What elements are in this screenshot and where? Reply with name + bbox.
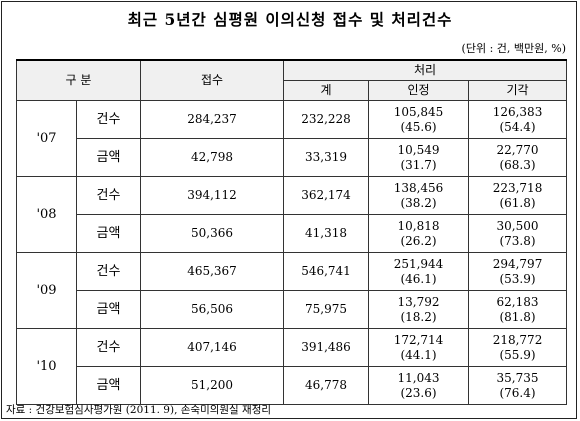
rejected-cell: 30,500 (73.8) bbox=[467, 214, 568, 253]
header-accepted: 인정 bbox=[368, 80, 469, 101]
statistics-table: 구 분 접수 처리 계 인정 기각 '07 건수 284,237 232,228… bbox=[16, 59, 568, 405]
accepted-percent: (44.1) bbox=[400, 347, 437, 362]
total-value: 546,741 bbox=[283, 252, 369, 291]
page-title: 최근 5년간 심평원 이의신청 접수 및 처리건수 bbox=[127, 10, 453, 29]
accepted-cell: 11,043 (23.6) bbox=[368, 366, 469, 405]
rejected-percent: (76.4) bbox=[499, 385, 536, 400]
accepted-cell: 10,818 (26.2) bbox=[368, 214, 469, 253]
rejected-percent: (68.3) bbox=[499, 157, 536, 172]
total-value: 362,174 bbox=[283, 176, 369, 215]
total-value: 46,778 bbox=[283, 366, 369, 405]
header-processed: 처리 bbox=[282, 59, 568, 81]
accepted-cell: 13,792 (18.2) bbox=[368, 290, 469, 329]
received-value: 51,200 bbox=[140, 366, 284, 405]
row-label: 건수 bbox=[76, 328, 141, 367]
rejected-value: 30,500 bbox=[496, 218, 539, 233]
total-value: 391,486 bbox=[283, 328, 369, 367]
row-label: 금액 bbox=[76, 138, 141, 177]
accepted-percent: (26.2) bbox=[400, 233, 437, 248]
year-cell: '09 bbox=[16, 252, 77, 329]
received-value: 50,366 bbox=[140, 214, 284, 253]
year-cell: '10 bbox=[16, 328, 77, 405]
accepted-value: 172,714 bbox=[393, 332, 444, 347]
table-row: '10 건수 407,146 391,486 172,714 (44.1) 21… bbox=[16, 328, 568, 405]
rejected-cell: 223,718 (61.8) bbox=[467, 176, 568, 215]
table-row: 금액 42,798 33,319 10,549 (31.7) 22,770 (6… bbox=[17, 138, 568, 177]
total-value: 232,228 bbox=[283, 100, 369, 139]
rejected-percent: (61.8) bbox=[499, 195, 536, 210]
accepted-cell: 251,944 (46.1) bbox=[368, 252, 469, 291]
received-value: 284,237 bbox=[140, 100, 284, 139]
row-label: 건수 bbox=[76, 252, 141, 291]
rejected-percent: (73.8) bbox=[499, 233, 536, 248]
table-row: '07 건수 284,237 232,228 105,845 (45.6) 12… bbox=[16, 100, 568, 177]
rejected-value: 218,772 bbox=[492, 332, 543, 347]
header-received: 접수 bbox=[140, 59, 284, 101]
accepted-percent: (18.2) bbox=[400, 309, 437, 324]
accepted-value: 10,818 bbox=[397, 218, 440, 233]
table-row: 금액 51,200 46,778 11,043 (23.6) 35,735 (7… bbox=[17, 366, 568, 405]
row-label: 금액 bbox=[76, 214, 141, 253]
row-label: 건수 bbox=[76, 100, 141, 139]
received-value: 56,506 bbox=[140, 290, 284, 329]
row-label: 금액 bbox=[76, 290, 141, 329]
rejected-percent: (54.4) bbox=[499, 119, 536, 134]
rejected-cell: 35,735 (76.4) bbox=[467, 366, 568, 405]
accepted-percent: (23.6) bbox=[400, 385, 437, 400]
accepted-cell: 138,456 (38.2) bbox=[368, 176, 469, 215]
accepted-cell: 10,549 (31.7) bbox=[368, 138, 469, 177]
accepted-percent: (38.2) bbox=[400, 195, 437, 210]
rejected-value: 223,718 bbox=[492, 180, 543, 195]
accepted-value: 251,944 bbox=[393, 256, 444, 271]
rejected-cell: 218,772 (55.9) bbox=[467, 328, 568, 367]
header-category: 구 분 bbox=[16, 59, 141, 101]
table-row: 금액 50,366 41,318 10,818 (26.2) 30,500 (7… bbox=[17, 214, 568, 253]
source-note: 자료 : 건강보험심사평가원 (2011. 9), 손숙미의원실 재정리 bbox=[6, 404, 272, 416]
row-label: 금액 bbox=[76, 366, 141, 405]
rejected-value: 62,183 bbox=[496, 294, 539, 309]
rejected-value: 22,770 bbox=[496, 142, 539, 157]
rejected-value: 35,735 bbox=[496, 370, 539, 385]
total-value: 41,318 bbox=[283, 214, 369, 253]
received-value: 394,112 bbox=[140, 176, 284, 215]
year-cell: '07 bbox=[16, 100, 77, 177]
rejected-percent: (55.9) bbox=[499, 347, 536, 362]
row-label: 건수 bbox=[76, 176, 141, 215]
received-value: 465,367 bbox=[140, 252, 284, 291]
rejected-percent: (81.8) bbox=[499, 309, 536, 324]
year-cell: '08 bbox=[16, 176, 77, 253]
rejected-percent: (53.9) bbox=[499, 271, 536, 286]
rejected-cell: 126,383 (54.4) bbox=[467, 100, 568, 139]
accepted-value: 11,043 bbox=[397, 370, 440, 385]
rejected-cell: 22,770 (68.3) bbox=[467, 138, 568, 177]
header-rejected: 기각 bbox=[467, 80, 568, 101]
accepted-value: 13,792 bbox=[397, 294, 440, 309]
table-row: 금액 56,506 75,975 13,792 (18.2) 62,183 (8… bbox=[17, 290, 568, 329]
accepted-value: 105,845 bbox=[393, 104, 444, 119]
accepted-percent: (31.7) bbox=[400, 157, 437, 172]
accepted-percent: (46.1) bbox=[400, 271, 437, 286]
total-value: 75,975 bbox=[283, 290, 369, 329]
accepted-cell: 105,845 (45.6) bbox=[368, 100, 469, 139]
total-value: 33,319 bbox=[283, 138, 369, 177]
table-row: '09 건수 465,367 546,741 251,944 (46.1) 29… bbox=[16, 252, 568, 329]
rejected-cell: 294,797 (53.9) bbox=[467, 252, 568, 291]
received-value: 42,798 bbox=[140, 138, 284, 177]
accepted-value: 138,456 bbox=[393, 180, 444, 195]
table-row: '08 건수 394,112 362,174 138,456 (38.2) 22… bbox=[16, 176, 568, 253]
received-value: 407,146 bbox=[140, 328, 284, 367]
accepted-value: 10,549 bbox=[397, 142, 440, 157]
header-total: 계 bbox=[283, 80, 369, 101]
rejected-cell: 62,183 (81.8) bbox=[467, 290, 568, 329]
accepted-percent: (45.6) bbox=[400, 119, 437, 134]
unit-note: (단위 : 건, 백만원, %) bbox=[461, 42, 566, 55]
rejected-value: 126,383 bbox=[492, 104, 543, 119]
rejected-value: 294,797 bbox=[492, 256, 543, 271]
accepted-cell: 172,714 (44.1) bbox=[368, 328, 469, 367]
